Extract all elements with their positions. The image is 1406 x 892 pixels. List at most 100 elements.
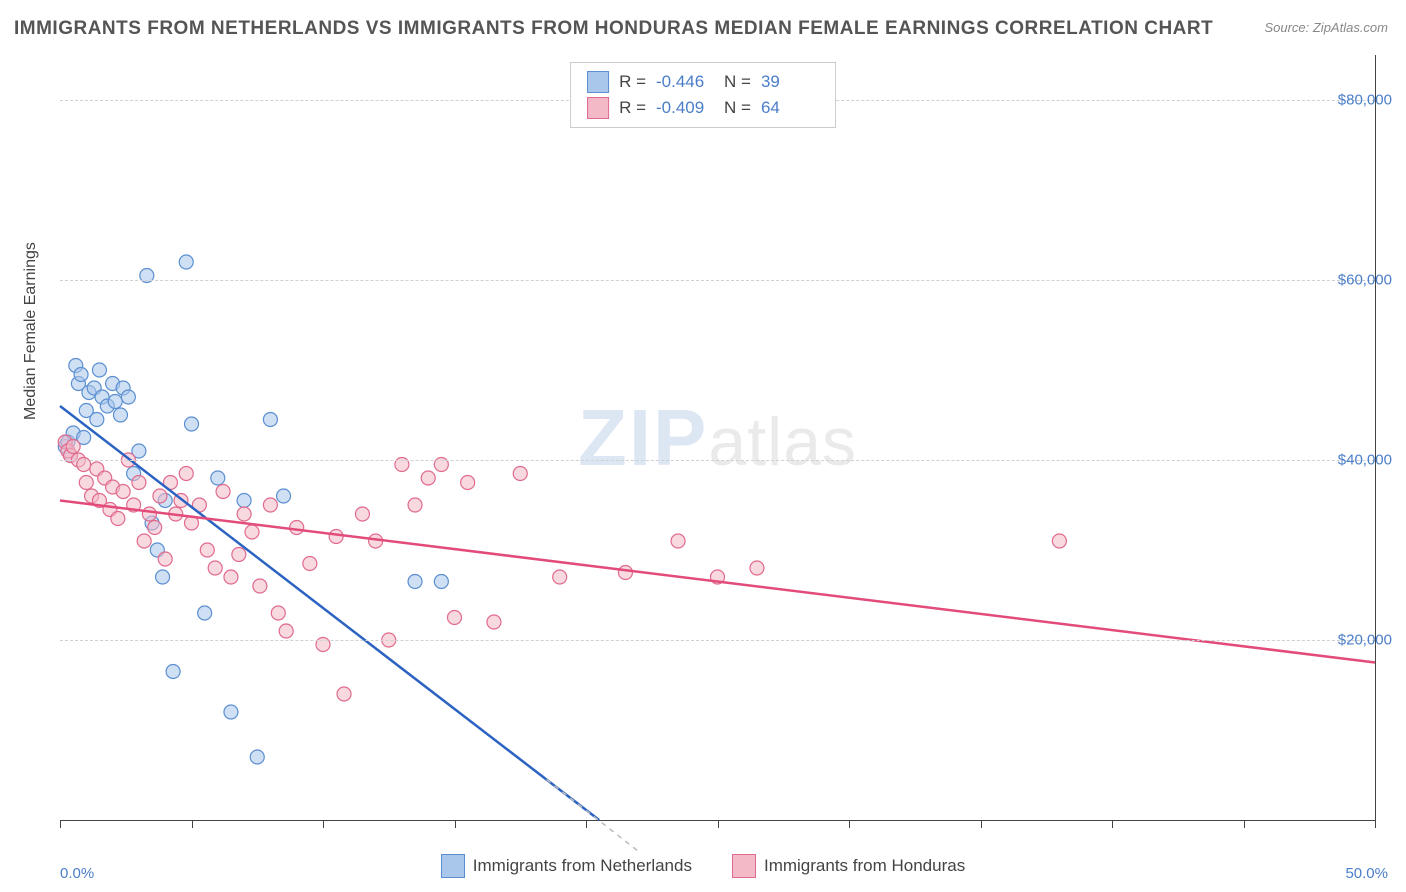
data-point bbox=[513, 467, 527, 481]
data-point bbox=[434, 575, 448, 589]
data-point bbox=[671, 534, 685, 548]
data-point bbox=[237, 494, 251, 508]
data-point bbox=[224, 570, 238, 584]
x-tick bbox=[1244, 820, 1245, 828]
data-point bbox=[245, 525, 259, 539]
data-point bbox=[179, 467, 193, 481]
y-axis-label: Median Female Earnings bbox=[22, 242, 40, 420]
data-point bbox=[200, 543, 214, 557]
x-tick bbox=[1375, 820, 1376, 828]
data-point bbox=[79, 476, 93, 490]
scatter-svg bbox=[60, 55, 1375, 820]
data-point bbox=[232, 548, 246, 562]
data-point bbox=[448, 611, 462, 625]
source-name: ZipAtlas.com bbox=[1313, 20, 1388, 35]
chart-title: IMMIGRANTS FROM NETHERLANDS VS IMMIGRANT… bbox=[14, 18, 1213, 40]
data-point bbox=[277, 489, 291, 503]
y-tick-label: $20,000 bbox=[1338, 632, 1392, 649]
data-point bbox=[237, 507, 251, 521]
grid-line bbox=[60, 640, 1375, 641]
data-point bbox=[166, 665, 180, 679]
x-tick bbox=[60, 820, 61, 828]
data-point bbox=[303, 557, 317, 571]
legend-swatch bbox=[732, 854, 756, 878]
legend-item: Immigrants from Honduras bbox=[732, 854, 965, 878]
stat-n-label: N = bbox=[724, 98, 751, 118]
data-point bbox=[198, 606, 212, 620]
data-point bbox=[263, 498, 277, 512]
x-tick-label: 0.0% bbox=[60, 865, 94, 882]
bottom-legend: Immigrants from Netherlands Immigrants fr… bbox=[0, 854, 1406, 878]
grid-line bbox=[60, 460, 1375, 461]
x-tick bbox=[981, 820, 982, 828]
data-point bbox=[408, 498, 422, 512]
legend-swatch bbox=[441, 854, 465, 878]
data-point bbox=[185, 417, 199, 431]
data-point bbox=[271, 606, 285, 620]
data-point bbox=[153, 489, 167, 503]
plot-area: ZIPatlas bbox=[60, 55, 1376, 821]
source-prefix: Source: bbox=[1264, 20, 1312, 35]
legend-label: Immigrants from Netherlands bbox=[473, 856, 692, 876]
data-point bbox=[421, 471, 435, 485]
data-point bbox=[250, 750, 264, 764]
data-point bbox=[253, 579, 267, 593]
data-point bbox=[92, 363, 106, 377]
data-point bbox=[211, 471, 225, 485]
stat-n-value: 64 bbox=[761, 98, 819, 118]
data-point bbox=[137, 534, 151, 548]
stat-r-value: -0.446 bbox=[656, 72, 714, 92]
legend-item: Immigrants from Netherlands bbox=[441, 854, 692, 878]
data-point bbox=[208, 561, 222, 575]
stat-r-label: R = bbox=[619, 98, 646, 118]
data-point bbox=[224, 705, 238, 719]
grid-line bbox=[60, 280, 1375, 281]
x-tick-label: 50.0% bbox=[1345, 865, 1388, 882]
data-point bbox=[113, 408, 127, 422]
data-point bbox=[111, 512, 125, 526]
data-point bbox=[355, 507, 369, 521]
x-tick bbox=[849, 820, 850, 828]
data-point bbox=[1052, 534, 1066, 548]
data-point bbox=[66, 440, 80, 454]
y-tick-label: $80,000 bbox=[1338, 92, 1392, 109]
x-tick bbox=[718, 820, 719, 828]
data-point bbox=[279, 624, 293, 638]
data-point bbox=[290, 521, 304, 535]
stats-row: R = -0.446 N = 39 bbox=[587, 69, 819, 95]
series-swatch bbox=[587, 71, 609, 93]
data-point bbox=[121, 390, 135, 404]
stat-n-label: N = bbox=[724, 72, 751, 92]
x-tick bbox=[455, 820, 456, 828]
data-point bbox=[329, 530, 343, 544]
data-point bbox=[108, 395, 122, 409]
data-point bbox=[263, 413, 277, 427]
data-point bbox=[337, 687, 351, 701]
data-point bbox=[179, 255, 193, 269]
y-tick-label: $60,000 bbox=[1338, 272, 1392, 289]
data-point bbox=[487, 615, 501, 629]
correlation-stats-box: R = -0.446 N = 39 R = -0.409 N = 64 bbox=[570, 62, 836, 128]
data-point bbox=[216, 485, 230, 499]
data-point bbox=[90, 413, 104, 427]
data-point bbox=[142, 507, 156, 521]
data-point bbox=[116, 485, 130, 499]
stat-n-value: 39 bbox=[761, 72, 819, 92]
data-point bbox=[750, 561, 764, 575]
x-tick bbox=[1112, 820, 1113, 828]
x-tick bbox=[323, 820, 324, 828]
stat-r-value: -0.409 bbox=[656, 98, 714, 118]
data-point bbox=[618, 566, 632, 580]
series-swatch bbox=[587, 97, 609, 119]
y-tick-label: $40,000 bbox=[1338, 452, 1392, 469]
data-point bbox=[158, 552, 172, 566]
legend-label: Immigrants from Honduras bbox=[764, 856, 965, 876]
stat-r-label: R = bbox=[619, 72, 646, 92]
data-point bbox=[408, 575, 422, 589]
data-point bbox=[148, 521, 162, 535]
data-point bbox=[132, 476, 146, 490]
data-point bbox=[156, 570, 170, 584]
data-point bbox=[461, 476, 475, 490]
source-attribution: Source: ZipAtlas.com bbox=[1264, 20, 1388, 35]
x-tick bbox=[586, 820, 587, 828]
